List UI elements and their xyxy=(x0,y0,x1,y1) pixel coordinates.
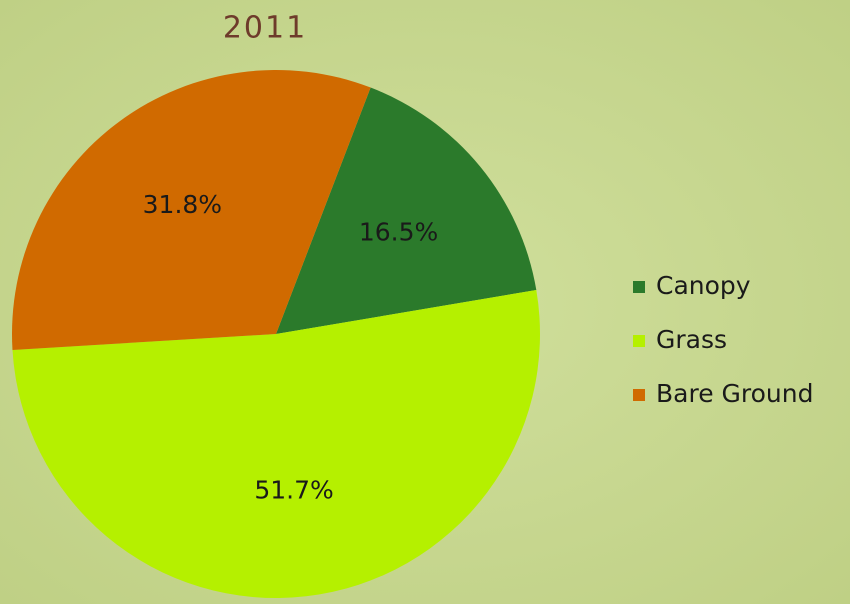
data-label: 51.7% xyxy=(254,475,333,504)
pie-slice xyxy=(11,70,371,351)
chart-title: 2011 xyxy=(223,11,307,46)
pie-slice xyxy=(12,289,540,598)
legend-swatch xyxy=(633,281,645,293)
legend-swatch xyxy=(633,335,645,347)
data-label: 31.8% xyxy=(143,190,222,219)
legend-swatch xyxy=(633,389,645,401)
pie-slice xyxy=(276,87,537,335)
legend-label: Bare Ground xyxy=(656,379,813,408)
legend-label: Grass xyxy=(656,325,727,354)
legend-label: Canopy xyxy=(656,271,751,300)
data-label: 16.5% xyxy=(359,218,438,247)
